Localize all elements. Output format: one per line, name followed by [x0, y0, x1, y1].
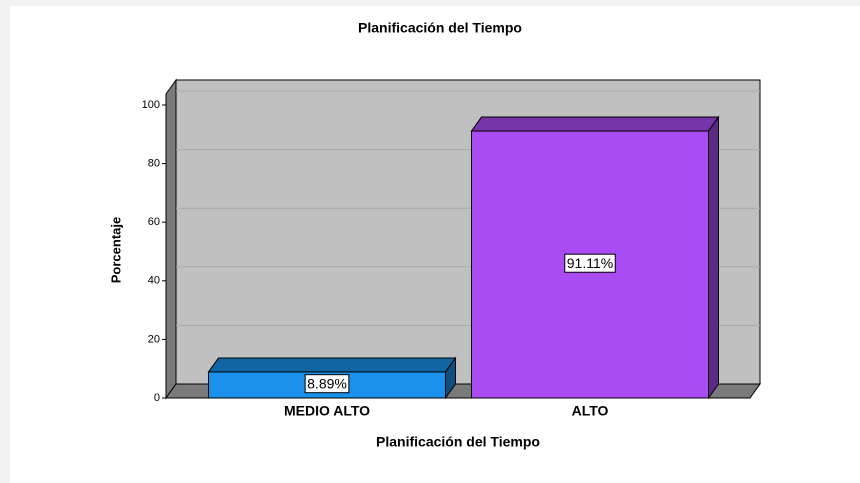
y-tick-label: 100 — [142, 99, 160, 111]
value-label-box — [564, 253, 616, 273]
bar-top-shade — [471, 117, 719, 132]
chart-title: Planificación del Tiempo — [358, 20, 522, 36]
x-tick-label: MEDIO ALTO — [284, 403, 370, 419]
y-tick-label: 20 — [148, 333, 160, 345]
y-axis-label: Porcentaje — [108, 217, 123, 283]
y-tick-label: 60 — [148, 216, 160, 228]
top-frame — [0, 0, 860, 6]
left-wall — [165, 78, 177, 400]
value-label-box — [304, 374, 350, 394]
left-frame — [0, 0, 10, 483]
y-tick-label: 0 — [154, 392, 160, 404]
y-tick-label: 80 — [148, 158, 160, 170]
value-label: 8.89% — [307, 376, 347, 392]
value-label: 91.11% — [567, 255, 613, 271]
x-tick-label: ALTO — [572, 403, 609, 419]
bar-top-shade — [208, 357, 456, 372]
x-axis-label: Planificación del Tiempo — [376, 434, 540, 450]
bar-side-shade — [708, 117, 719, 398]
bar-side-shade — [445, 357, 456, 398]
y-tick-label: 40 — [148, 275, 160, 287]
